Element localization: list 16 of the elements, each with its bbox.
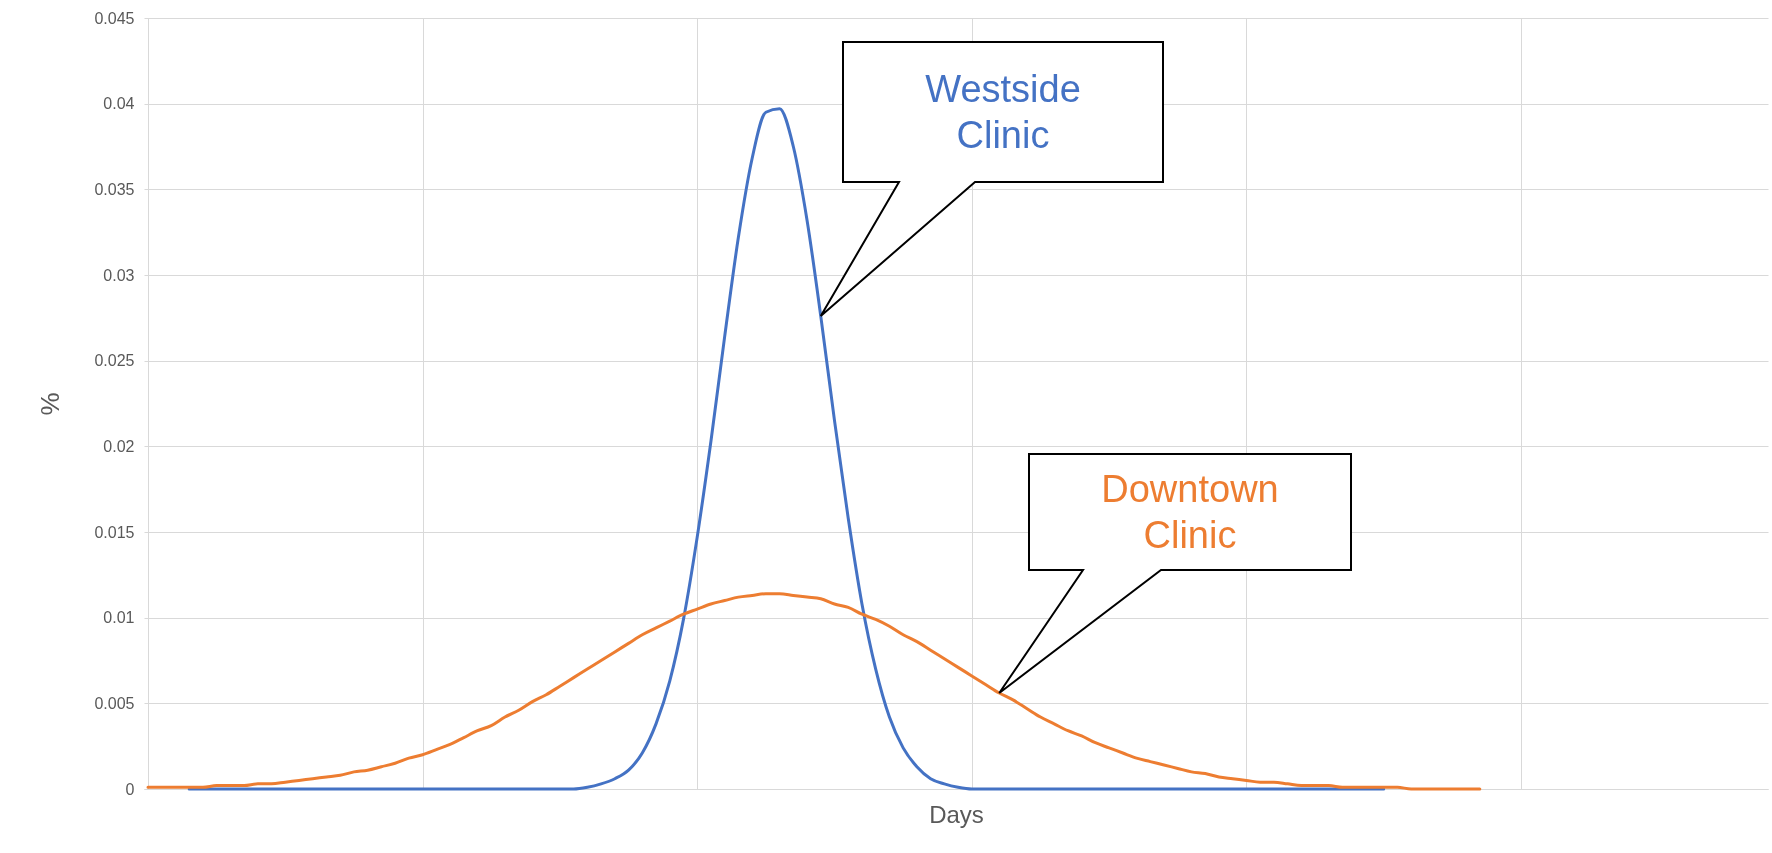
- y-tick-label: 0.035: [94, 180, 135, 198]
- line-series: [146, 592, 1482, 791]
- y-tick-label: 0: [125, 780, 135, 798]
- y-tick-label: 0.03: [103, 266, 135, 284]
- text: Westside Clinic: [925, 68, 1081, 156]
- y-axis-title: %: [35, 392, 66, 416]
- y-tick-label: 0.01: [103, 609, 135, 627]
- text: Downtown Clinic: [1101, 468, 1279, 556]
- x-axis-title: Days: [929, 800, 984, 828]
- y-tick-label: 0.02: [103, 437, 135, 455]
- y-tick-label: 0.025: [94, 352, 135, 370]
- y-tick-label: 0.015: [94, 523, 135, 541]
- y-tick-label: 0.04: [103, 95, 135, 113]
- y-tick-label: 0.005: [94, 694, 135, 712]
- line-series: [187, 107, 1386, 791]
- y-tick-label: 0.045: [94, 9, 135, 27]
